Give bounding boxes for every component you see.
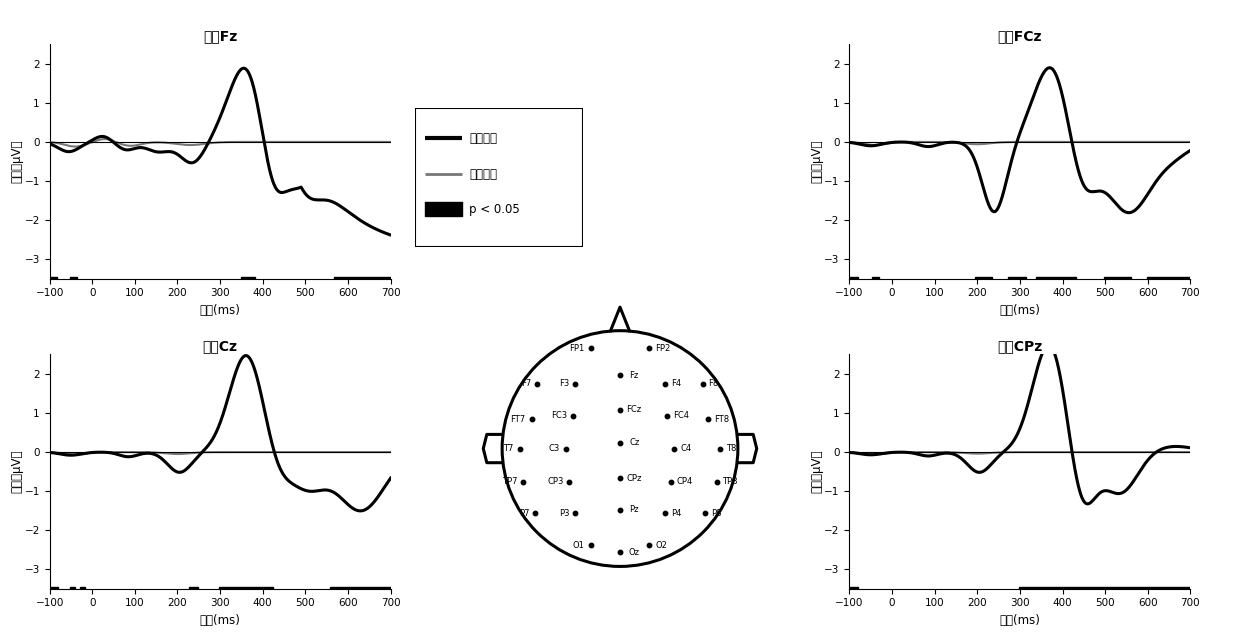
Text: C4: C4 — [680, 444, 691, 453]
Bar — [1008, 277, 1027, 287]
Text: T8: T8 — [727, 444, 737, 453]
Text: Cz: Cz — [629, 438, 640, 447]
X-axis label: 时间(ms): 时间(ms) — [200, 304, 241, 316]
Text: CP4: CP4 — [677, 477, 693, 486]
Text: F4: F4 — [671, 379, 681, 388]
Text: P8: P8 — [711, 509, 722, 518]
Title: 通道Fz: 通道Fz — [203, 29, 237, 43]
Text: Pz: Pz — [630, 505, 639, 515]
Title: 通道Cz: 通道Cz — [202, 339, 238, 353]
Bar — [335, 277, 391, 287]
Text: F3: F3 — [559, 379, 569, 388]
Text: P7: P7 — [518, 509, 529, 518]
Bar — [81, 587, 86, 598]
Text: 标准刺激: 标准刺激 — [469, 168, 497, 181]
Text: Oz: Oz — [629, 548, 640, 557]
Text: T7: T7 — [503, 444, 513, 453]
Bar — [1019, 587, 1190, 598]
Text: FP1: FP1 — [569, 344, 584, 353]
Text: O1: O1 — [573, 541, 584, 549]
Bar — [1147, 277, 1190, 287]
Text: FT7: FT7 — [511, 415, 526, 423]
Bar — [241, 277, 255, 287]
FancyBboxPatch shape — [415, 108, 583, 247]
Bar — [50, 587, 58, 598]
Y-axis label: 幅值（μV）: 幅值（μV） — [10, 450, 24, 493]
Text: CP3: CP3 — [547, 477, 563, 486]
Text: CPz: CPz — [626, 473, 642, 482]
Bar — [975, 277, 992, 287]
X-axis label: 时间(ms): 时间(ms) — [200, 614, 241, 627]
Text: C3: C3 — [548, 444, 560, 453]
Bar — [1105, 277, 1131, 287]
Y-axis label: 幅值（μV）: 幅值（μV） — [10, 140, 24, 183]
Text: FT8: FT8 — [714, 415, 729, 423]
Bar — [190, 587, 198, 598]
Bar — [330, 587, 391, 598]
Bar — [849, 277, 858, 287]
Text: F7: F7 — [521, 379, 532, 388]
Bar — [219, 587, 273, 598]
Text: Fz: Fz — [630, 371, 639, 380]
Text: P3: P3 — [559, 509, 569, 518]
Text: F8: F8 — [708, 379, 719, 388]
Text: FC3: FC3 — [551, 411, 567, 420]
Bar — [69, 277, 77, 287]
Text: TP7: TP7 — [502, 477, 517, 486]
X-axis label: 时间(ms): 时间(ms) — [999, 304, 1040, 316]
Bar — [873, 277, 879, 287]
Bar — [849, 587, 858, 598]
Text: FCz: FCz — [626, 405, 642, 414]
Text: p < 0.05: p < 0.05 — [469, 203, 520, 216]
Bar — [69, 587, 76, 598]
Text: FC4: FC4 — [673, 411, 689, 420]
Title: 通道CPz: 通道CPz — [997, 339, 1043, 353]
Y-axis label: 幅值（μV）: 幅值（μV） — [810, 140, 823, 183]
Title: 通道FCz: 通道FCz — [998, 29, 1042, 43]
Text: O2: O2 — [656, 541, 667, 549]
Text: P4: P4 — [671, 509, 681, 518]
Text: TP8: TP8 — [723, 477, 738, 486]
X-axis label: 时间(ms): 时间(ms) — [999, 614, 1040, 627]
Bar — [50, 277, 57, 287]
Bar — [1037, 277, 1076, 287]
Y-axis label: 幅值（μV）: 幅值（μV） — [810, 450, 823, 493]
Text: 偏差刺激: 偏差刺激 — [469, 132, 497, 145]
Text: FP2: FP2 — [656, 344, 671, 353]
